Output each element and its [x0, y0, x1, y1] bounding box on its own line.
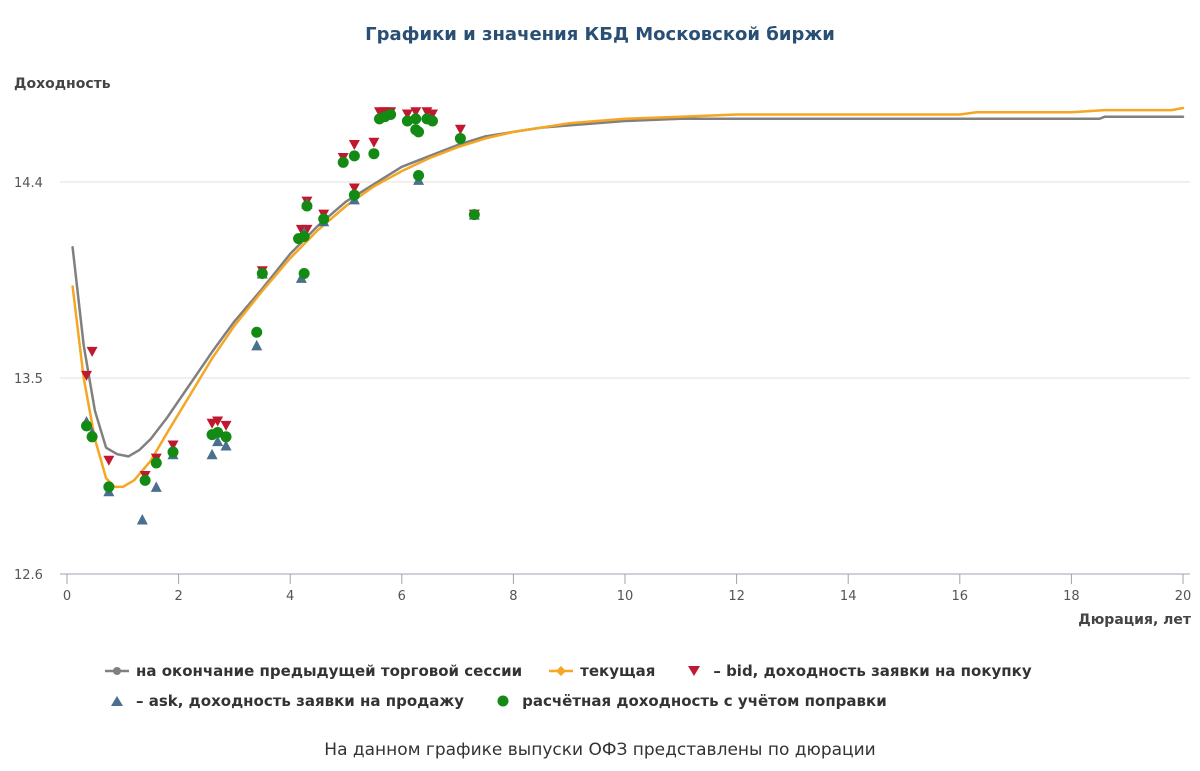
x-tick-label: 8	[509, 589, 517, 604]
legend-triangle-down-icon	[688, 666, 701, 676]
x-tick-label: 10	[617, 589, 634, 604]
legend-line-current-icon	[549, 666, 574, 676]
x-tick-label: 0	[63, 589, 71, 604]
legend-row: – ask, доходность заявки на продажу расч…	[104, 686, 1104, 716]
x-tick-label: 12	[728, 589, 745, 604]
calc-point[interactable]	[86, 431, 98, 443]
calc-point[interactable]	[103, 481, 115, 493]
legend-item-current[interactable]: текущая	[548, 662, 655, 680]
calc-point[interactable]	[298, 230, 310, 242]
bid-point[interactable]	[81, 370, 93, 381]
legend-label-ask: – ask, доходность заявки на продажу	[136, 692, 465, 710]
legend-label-calc: расчётная доходность с учётом поправки	[522, 692, 887, 710]
ask-point[interactable]	[136, 514, 148, 525]
bid-point[interactable]	[167, 440, 179, 451]
calc-point[interactable]	[410, 113, 422, 125]
calc-point[interactable]	[256, 267, 268, 279]
x-tick-label: 2	[174, 589, 182, 604]
legend-triangle-up-icon	[111, 696, 123, 706]
x-tick-label: 14	[840, 589, 857, 604]
bid-point[interactable]	[212, 416, 224, 427]
calc-point[interactable]	[220, 431, 232, 443]
calc-point[interactable]	[454, 132, 466, 144]
series-markers	[81, 107, 480, 525]
calc-point[interactable]	[139, 474, 151, 486]
axes: 12.6 13.5 14.4 0 2 4 6 8 10 12 14 16 18 20	[14, 176, 1191, 604]
calc-point[interactable]	[212, 426, 224, 438]
calc-point[interactable]	[385, 108, 397, 120]
calc-point[interactable]	[468, 209, 480, 221]
legend-item-prev[interactable]: на окончание предыдущей торговой сессии	[104, 662, 522, 680]
legend-line-prev-icon	[105, 667, 129, 675]
x-tick-label: 20	[1175, 589, 1192, 604]
calc-point[interactable]	[348, 150, 360, 162]
calc-point[interactable]	[318, 213, 330, 225]
series-lines	[71, 106, 1185, 489]
y-axis-label: Доходность	[14, 76, 111, 92]
y-tick-label: 13.5	[14, 372, 43, 387]
y-tick-label: 14.4	[14, 176, 43, 191]
bid-point[interactable]	[348, 183, 360, 194]
calc-point[interactable]	[348, 189, 360, 201]
calc-point[interactable]	[301, 200, 313, 212]
ask-point[interactable]	[212, 435, 224, 447]
legend-item-calc[interactable]: расчётная доходность с учётом поправки	[490, 692, 887, 710]
legend-row: на окончание предыдущей торговой сессии …	[104, 656, 1104, 686]
calc-point[interactable]	[426, 115, 438, 127]
bid-point[interactable]	[368, 137, 380, 148]
calc-point[interactable]	[368, 148, 380, 160]
calc-point[interactable]	[413, 126, 425, 138]
grid	[60, 181, 1190, 575]
calc-point[interactable]	[81, 420, 93, 432]
x-axis-label: Дюрация, лет	[1078, 612, 1191, 628]
chart-title: Графики и значения КБД Московской биржи	[365, 24, 835, 45]
ask-point[interactable]	[206, 448, 218, 460]
ask-point[interactable]	[150, 481, 162, 492]
bid-point[interactable]	[454, 124, 466, 135]
calc-point[interactable]	[167, 446, 179, 458]
legend: на окончание предыдущей торговой сессии …	[104, 656, 1104, 716]
x-tick-label: 16	[952, 589, 969, 604]
series-line-current	[71, 106, 1185, 489]
bid-point[interactable]	[220, 420, 232, 431]
chart-caption: На данном графике выпуски ОФЗ представле…	[324, 740, 876, 760]
legend-label-bid: – bid, доходность заявки на покупку	[713, 662, 1032, 680]
bid-point[interactable]	[103, 455, 115, 466]
ask-point[interactable]	[220, 440, 232, 451]
calc-point[interactable]	[298, 267, 310, 279]
calc-point[interactable]	[251, 326, 263, 338]
bid-point[interactable]	[348, 139, 360, 150]
x-tick-label: 4	[286, 589, 294, 604]
ask-point[interactable]	[251, 339, 263, 351]
calc-point[interactable]	[337, 156, 349, 168]
calc-point[interactable]	[401, 115, 413, 127]
x-tick-label: 18	[1063, 589, 1080, 604]
calc-point[interactable]	[150, 457, 162, 469]
bid-point[interactable]	[410, 107, 422, 118]
x-tick-label: 6	[398, 589, 406, 604]
series-line-prev	[71, 115, 1185, 458]
legend-item-bid[interactable]: – bid, доходность заявки на покупку	[681, 662, 1032, 680]
legend-label-current: текущая	[580, 662, 656, 680]
calc-point[interactable]	[413, 169, 425, 181]
legend-item-ask[interactable]: – ask, доходность заявки на продажу	[104, 692, 464, 710]
bid-point[interactable]	[426, 109, 438, 120]
y-tick-label: 12.6	[14, 568, 43, 583]
legend-circle-icon	[497, 695, 509, 707]
bid-point[interactable]	[86, 346, 98, 357]
bid-point[interactable]	[401, 109, 413, 120]
legend-label-prev: на окончание предыдущей торговой сессии	[136, 662, 523, 680]
